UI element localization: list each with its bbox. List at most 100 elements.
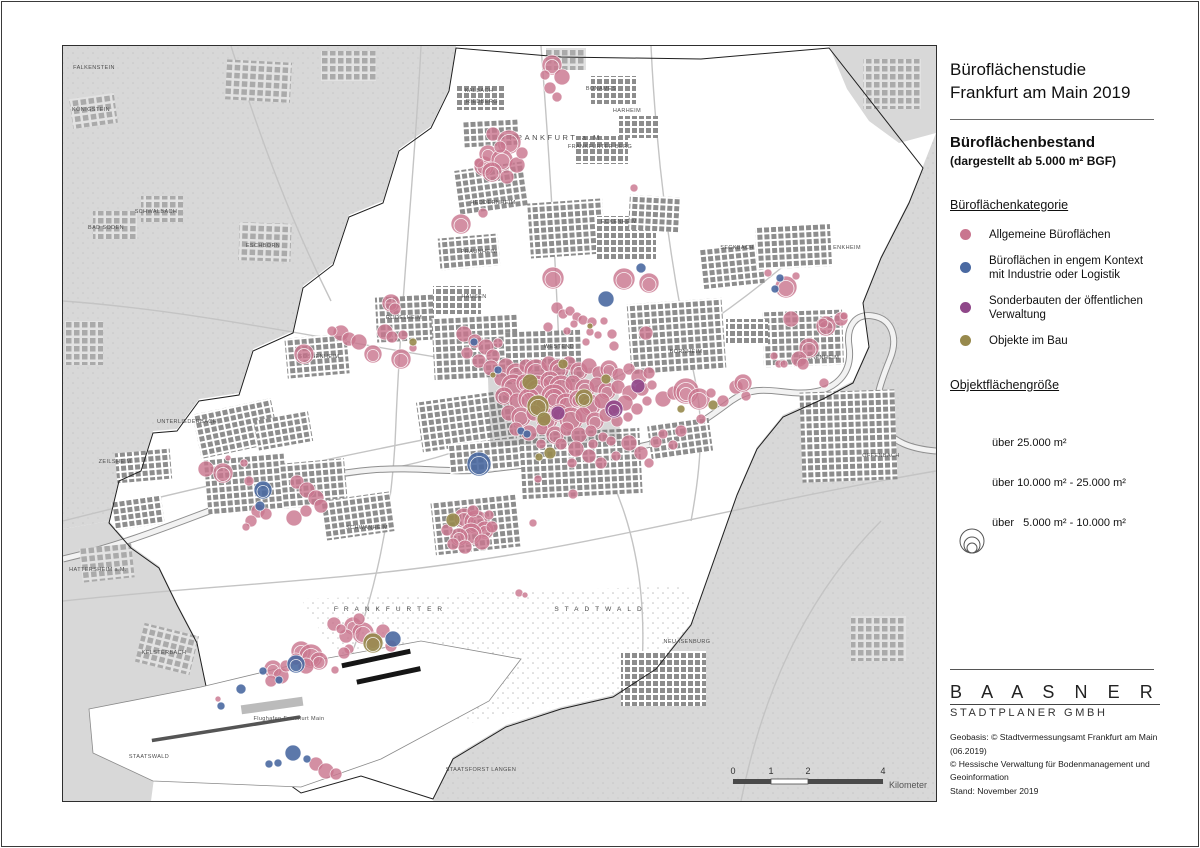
map-bubble-p (499, 169, 515, 185)
map-bubble-p (657, 428, 669, 440)
size-legend: über 25.000 m² über 10.000 m² - 25.000 m… (950, 410, 1186, 557)
map-bubble-p (695, 413, 707, 425)
map-bubble-p (239, 458, 249, 468)
scale-tick: 2 (805, 766, 810, 776)
frankfurt-map-svg: FALKENSTEIN KÖNIGSTEIN BAD SODEN SCHWALBACH… (63, 46, 936, 801)
company-logo: B A A S N E R STADTPLANER GMBH (950, 682, 1186, 719)
map-bubble-p (466, 504, 480, 518)
map-bubble-p (594, 456, 608, 470)
legend-item-v: Sonderbauten der öffentlichen Verwaltung (960, 294, 1186, 322)
map-bubble-o (586, 322, 594, 330)
map-bubble-p (477, 207, 489, 219)
map-label: Flughafen Frankfurt Main (253, 716, 324, 722)
map-bubble-p (335, 623, 347, 635)
map-label: HEDDERNHEIM (470, 200, 515, 206)
scale-bar: 0 1 2 4 Kilometer (730, 766, 927, 790)
legend-label: Büroflächen in engem Kontext mit Industri… (989, 254, 1144, 281)
map-bubble-p (839, 311, 849, 321)
map-bubble-p (390, 348, 412, 370)
map-bubble-p (633, 445, 649, 461)
map-label: UNTERLIEDERBACH (157, 419, 217, 425)
title-divider (950, 118, 1154, 120)
map-label: NEU-ISENBURG (664, 639, 711, 645)
map-label: SCHWANHEIM (346, 525, 388, 531)
map-bubble-p (630, 402, 644, 416)
map-label: SCHWALBACH (135, 209, 178, 215)
map-bubble-p (539, 69, 551, 81)
map-bubble-p (567, 440, 585, 458)
map-bubble-p (352, 612, 366, 626)
category-heading: Büroflächenkategorie (950, 197, 1069, 212)
nested-circles-icon (959, 528, 985, 554)
legend-label: Sonderbauten der öffentlichen Verwaltung (989, 294, 1143, 321)
map-label: HAUSEN (461, 294, 486, 300)
map-bubble-p (629, 183, 639, 193)
map-label: HATTERSHEIM a.M. (69, 567, 127, 573)
map-bubble-p (584, 424, 598, 438)
map-bubble-p (212, 462, 234, 484)
map-bubble-p (796, 357, 810, 371)
map-bubble-p (285, 509, 303, 527)
map-bubble-p (649, 435, 663, 449)
map-bubble-p (599, 316, 609, 326)
map-bubble-b (235, 683, 247, 695)
map-markers (197, 54, 849, 781)
map-bubble-b (274, 675, 284, 685)
map-label: KALBACH (465, 88, 493, 94)
map-bubble-b (466, 451, 492, 477)
map-bubble-p (363, 344, 383, 364)
map-bubble-p (485, 520, 499, 534)
map-bubble-p (326, 325, 338, 337)
map-bubble-p (620, 434, 638, 452)
map-bubble-p (769, 351, 779, 361)
map-bubble-o (534, 452, 544, 462)
map-bubble-p (515, 146, 529, 160)
map-bubble-v (550, 405, 566, 421)
map-bubble-p (388, 302, 402, 316)
map-bubble-p (385, 330, 399, 344)
credit-line-2: © Hessische Verwaltung für Bodenmanageme… (950, 759, 1150, 783)
page-title: Büroflächenstudie Frankfurt am Main 2019 (950, 58, 1186, 105)
scale-tick: 0 (730, 766, 735, 776)
map-bubble-p (587, 438, 599, 450)
title-line-2: Frankfurt am Main 2019 (950, 83, 1131, 103)
scale-tick: 1 (768, 766, 773, 776)
legend-dot-icon (960, 262, 971, 274)
map-bubble-b (254, 500, 266, 512)
map-bubble-b (469, 337, 479, 347)
map-bubble-p (564, 305, 576, 317)
scale-unit-label: Kilometer (889, 780, 927, 790)
map-bubble-p (716, 394, 730, 408)
map-label: ESCHBORN (246, 243, 280, 249)
map-bubble-p (733, 373, 753, 393)
map-bubble-o (574, 388, 594, 408)
map-bubble-p (313, 498, 329, 514)
map-bubble-o (362, 632, 384, 654)
map-bubble-p (610, 450, 622, 462)
map-bubble-p (493, 140, 507, 154)
map-bubble-p (450, 213, 472, 235)
map-label: ECKENHEIM (601, 219, 637, 225)
map-label: FRANKFURTER BERG (568, 144, 632, 150)
legend-dot-icon (960, 229, 971, 241)
map-label: SECKBACH (720, 245, 753, 251)
map-bubble-p (581, 448, 597, 464)
map-bubble-o (408, 337, 418, 347)
map-bubble-p (687, 387, 711, 411)
map-bubble-p (606, 328, 618, 340)
map-label: FRANKFURT a.M. (510, 133, 607, 142)
panel-footer: B A A S N E R STADTPLANER GMBH Geobasis:… (950, 669, 1186, 798)
map-label: KELSTERBACH (142, 650, 187, 656)
map-bubble-p (241, 522, 251, 532)
map-bubble-p (551, 91, 563, 103)
map-bubble-p (543, 81, 557, 95)
legend-dot-icon (960, 302, 971, 314)
map-bubble-p (521, 591, 529, 599)
map-bubble-p (567, 488, 579, 500)
map-bubble-b (635, 262, 647, 274)
map-bubble-o (536, 411, 552, 427)
map-label: PRAUNHEIM (461, 249, 498, 255)
map-credits: Geobasis: © Stadtvermessungsamt Frankfur… (950, 731, 1186, 798)
map-bubble-b (253, 480, 273, 500)
footer-divider (950, 669, 1154, 671)
